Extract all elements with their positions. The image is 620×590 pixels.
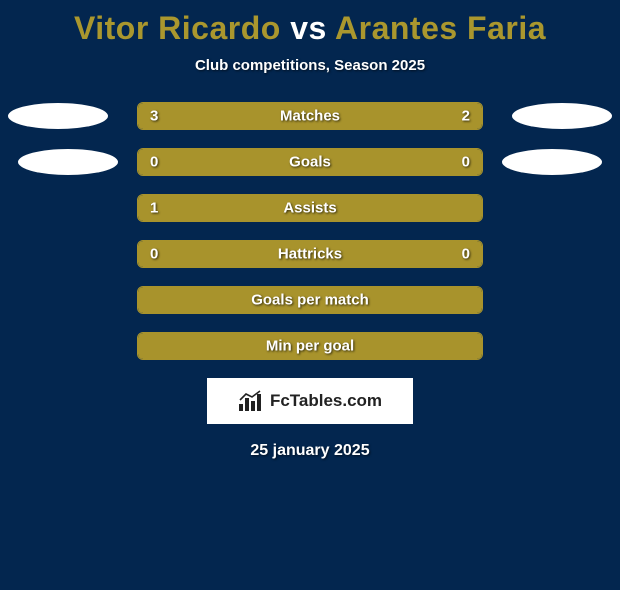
stat-bar-left — [138, 149, 310, 175]
player2-ellipse — [502, 149, 602, 175]
player1-ellipse — [8, 103, 108, 129]
stat-label: Hattricks — [278, 246, 342, 263]
stat-bar-track: 0 0 Hattricks — [137, 240, 483, 268]
stat-label: Goals — [289, 154, 331, 171]
date-label: 25 january 2025 — [0, 442, 620, 460]
stat-label: Matches — [280, 108, 340, 125]
vs-word: vs — [290, 10, 327, 46]
player1-name: Vitor Ricardo — [74, 10, 281, 46]
stat-label: Assists — [283, 200, 336, 217]
subtitle: Club competitions, Season 2025 — [0, 57, 620, 74]
stat-value-left: 1 — [150, 200, 158, 217]
fctables-icon — [238, 390, 264, 412]
logo-text: FcTables.com — [270, 391, 382, 411]
stat-bar-track: Goals per match — [137, 286, 483, 314]
stat-row: 3 2 Matches — [0, 102, 620, 130]
logo-box: FcTables.com — [207, 378, 413, 424]
stat-bar-right — [310, 149, 482, 175]
stat-value-left: 0 — [150, 154, 158, 171]
stat-value-right: 2 — [462, 108, 470, 125]
stat-value-left: 3 — [150, 108, 158, 125]
stat-bar-track: 0 0 Goals — [137, 148, 483, 176]
player1-ellipse — [18, 149, 118, 175]
stat-label: Min per goal — [266, 338, 354, 355]
stat-bar-track: 1 Assists — [137, 194, 483, 222]
comparison-chart: 3 2 Matches 0 0 Goals 1 Assists 0 0 Hattricks Goals… — [0, 102, 620, 360]
player2-ellipse — [512, 103, 612, 129]
stat-value-left: 0 — [150, 246, 158, 263]
page-title: Vitor Ricardo vs Arantes Faria — [0, 10, 620, 47]
stat-row: Min per goal — [0, 332, 620, 360]
stat-row: 1 Assists — [0, 194, 620, 222]
stat-value-right: 0 — [462, 154, 470, 171]
stat-row: Goals per match — [0, 286, 620, 314]
stat-row: 0 0 Goals — [0, 148, 620, 176]
player2-name: Arantes Faria — [335, 10, 546, 46]
stat-bar-track: Min per goal — [137, 332, 483, 360]
stat-bar-track: 3 2 Matches — [137, 102, 483, 130]
stat-value-right: 0 — [462, 246, 470, 263]
stat-row: 0 0 Hattricks — [0, 240, 620, 268]
stat-label: Goals per match — [251, 292, 369, 309]
